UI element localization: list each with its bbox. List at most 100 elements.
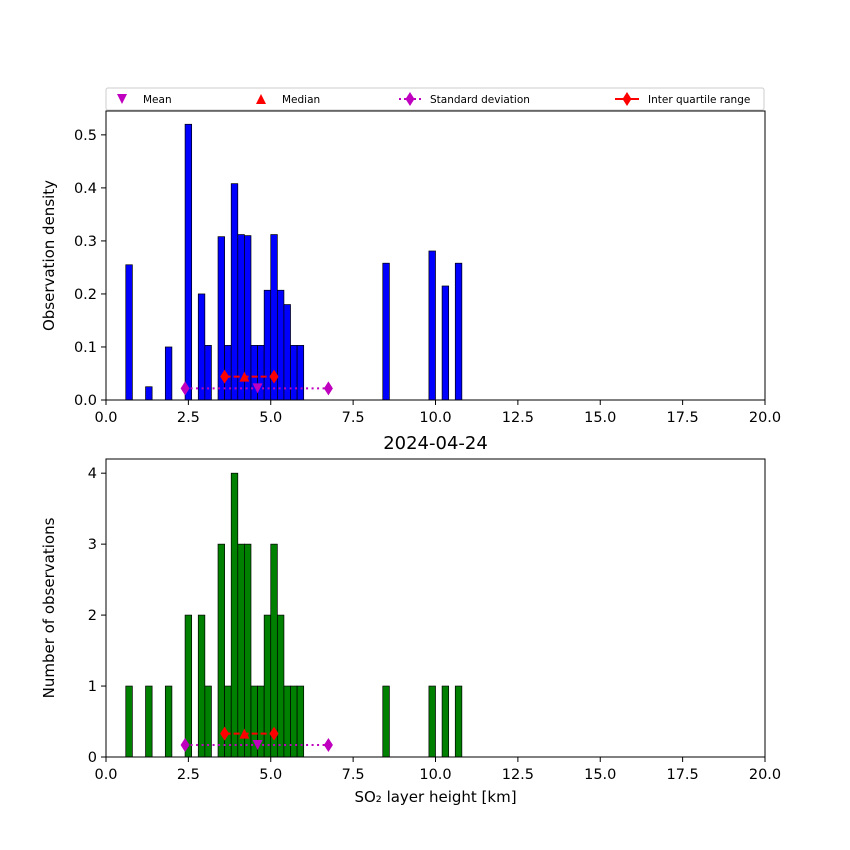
legend-label-standard-deviation: Standard deviation [430,94,530,106]
std-range-endpoint [180,737,190,752]
density-y-axis-label: Observation density [40,180,58,331]
histogram-bar [145,685,153,758]
mean-marker-icon [117,94,127,104]
histogram-bar [230,472,239,758]
legend-entry-standard-deviation: Standard deviation [399,92,530,106]
histogram-bar [263,614,272,758]
count-stats-markers [180,726,333,752]
x-tick-label: 2.5 [177,410,200,426]
x-tick-label: 17.5 [666,767,698,783]
histogram-bar [197,614,206,758]
histogram-bar [270,543,278,758]
x-tick-label: 7.5 [342,767,365,783]
y-tick-label: 0.4 [74,181,97,197]
histogram-bar [125,264,133,401]
histogram-bar [283,304,291,401]
x-tick-label: 20.0 [749,410,781,426]
legend-frame [105,87,765,111]
x-tick-label: 0.0 [94,410,117,426]
count-plot-frame [105,458,766,758]
histogram-bar [217,543,225,758]
std-range-endpoint [180,381,190,396]
count-x-axis-label: SO₂ layer height [km] [354,788,516,806]
histogram-bar [283,685,291,758]
x-tick-label: 12.5 [502,410,534,426]
x-tick-label: 15.0 [584,767,616,783]
histogram-bar [382,262,390,401]
histogram-bar [184,123,193,401]
y-tick-label: 0.3 [74,234,97,250]
std-range-endpoint [323,381,333,396]
y-tick-label: 0.2 [74,287,97,303]
legend-label-inter-quartile-range: Inter quartile range [648,94,750,106]
histogram-bar [204,685,212,758]
y-tick-label: 0.5 [74,128,97,144]
x-tick-label: 20.0 [749,767,781,783]
histogram-bar [296,685,305,758]
y-tick-label: 0 [88,750,97,766]
histogram-bar [441,685,450,758]
histogram-bar [296,345,305,401]
histogram-bar [164,685,173,758]
iqr-range-endpoint [269,369,279,384]
histogram-bar [204,345,212,401]
legend-entry-mean: Mean [117,94,172,106]
x-tick-label: 10.0 [419,767,451,783]
histogram-bar [164,346,173,401]
y-tick-label: 3 [88,537,97,553]
count-chart-title: 2024-04-24 [383,433,488,454]
x-tick-label: 0.0 [94,767,117,783]
histogram-bar [276,614,285,758]
histogram-bar [125,685,133,758]
legend: Mean Median Standard deviation Inter qua… [105,87,765,111]
histogram-bar [382,685,390,758]
iqr-range-endpoint [220,369,230,384]
histogram-bar [250,345,258,401]
histogram-bar [224,685,232,758]
iqr-range-endpoint [220,726,230,741]
x-tick-label: 17.5 [666,410,698,426]
count-y-axis-label: Number of observations [40,517,58,698]
legend-entry-median: Median [256,94,320,106]
density-stats-markers [180,369,333,396]
count-histogram: 2024-04-24 0.0 2.5 5.0 7.5 10.0 12.5 15.0 17.5 2… [40,433,781,806]
mean-marker [252,739,263,750]
density-histogram: 0.0 2.5 5.0 7.5 10.0 12.5 15.0 17.5 20.0 0.0 0.1 0… [40,110,781,426]
x-tick-label: 5.0 [259,410,282,426]
histogram-bar [230,183,239,401]
histogram-bar [441,285,450,401]
median-marker-icon [256,94,266,104]
histogram-bar [454,685,463,758]
std-range-endpoint [323,737,333,752]
x-tick-label: 10.0 [419,410,451,426]
histogram-bar [197,293,206,401]
count-bars [125,472,463,758]
x-tick-label: 5.0 [259,767,282,783]
x-tick-label: 7.5 [342,410,365,426]
legend-label-mean: Mean [143,94,172,106]
x-tick-label: 2.5 [177,767,200,783]
histogram-bar [290,345,298,401]
histogram-bar [263,289,272,401]
histogram-bar [276,289,285,401]
legend-label-median: Median [282,94,320,106]
median-marker [239,728,250,739]
histogram-bar [290,685,298,758]
x-tick-label: 12.5 [502,767,534,783]
count-x-ticks: 0.0 2.5 5.0 7.5 10.0 12.5 15.0 17.5 20.0 [94,757,781,783]
histogram-bar [428,250,436,401]
y-tick-label: 0.1 [74,340,97,356]
y-tick-label: 2 [88,608,97,624]
median-marker [239,371,250,382]
count-y-ticks: 0 1 2 3 4 [88,466,106,766]
histogram-bar [237,543,245,758]
histogram-bar [428,685,436,758]
mean-marker [252,383,263,394]
iqr-marker-icon [622,92,632,106]
histogram-bar [454,262,463,401]
y-tick-label: 1 [88,679,97,695]
y-tick-label: 4 [88,466,97,482]
density-x-ticks: 0.0 2.5 5.0 7.5 10.0 12.5 15.0 17.5 20.0 [94,400,781,426]
x-tick-label: 15.0 [584,410,616,426]
